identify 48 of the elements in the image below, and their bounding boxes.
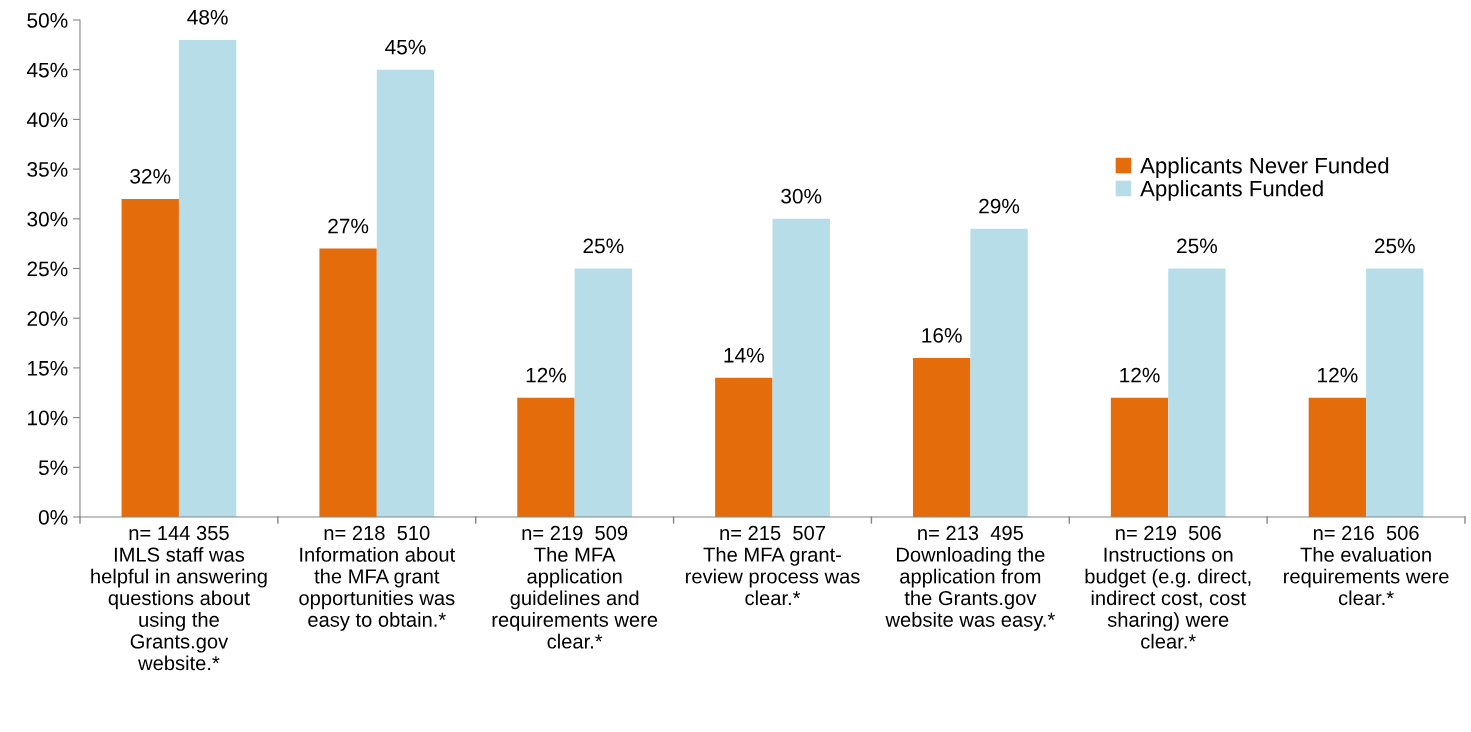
data-label: 25% [583, 238, 624, 254]
bar [376, 69, 435, 517]
y-tick-label: 45% [26, 62, 68, 78]
data-label: 32% [130, 168, 171, 184]
y-tick-label: 25% [27, 261, 68, 277]
bar [1110, 397, 1169, 517]
bar [121, 198, 179, 517]
data-label: 12% [526, 367, 567, 383]
y-tick-label: 0% [38, 510, 68, 525]
y-tick-label: 5% [38, 460, 68, 476]
bar [912, 357, 971, 517]
x-tick-label: n= 213 495 Downloading the application from the Grants.gov website was easy.* [885, 525, 1055, 631]
y-tick-label: 30% [27, 211, 68, 227]
data-label: 29% [979, 198, 1020, 214]
data-label: 27% [328, 218, 369, 234]
data-label: 48% [187, 9, 228, 25]
data-label: 25% [1374, 238, 1415, 254]
bar [319, 248, 377, 517]
x-tick-label: n= 219 506 Instructions on budget (e.g. direct, indirect cost, cost sharing) were clear.* [1085, 525, 1251, 649]
data-label: 30% [781, 188, 822, 204]
y-tick-label: 35% [27, 162, 68, 177]
data-label: 45% [385, 39, 426, 55]
bar [178, 39, 237, 517]
x-tick-label: n= 144 355 IMLS staff was helpful in answering questions about using the Grants.gov website.* [91, 525, 267, 671]
x-tick-label: n= 215 507 The MFA grant- review process was clear.* [685, 525, 860, 606]
bar [715, 377, 773, 517]
y-tick-label: 50% [27, 13, 68, 28]
legend-label: Applicants Never Funded [1140, 157, 1389, 178]
legend-label: Applicants Funded [1140, 180, 1323, 201]
bar [1308, 397, 1367, 517]
data-label: 12% [1318, 367, 1358, 383]
x-tick-label: n= 219 509 The MFA application guidelines and requirements were clear.* [492, 525, 658, 649]
bar [1366, 268, 1424, 517]
bar [970, 228, 1028, 517]
data-label: 14% [724, 347, 764, 363]
y-tick-label: 20% [27, 311, 68, 326]
bar [574, 268, 633, 517]
data-label: 16% [922, 327, 962, 343]
bar [1168, 268, 1226, 517]
x-tick-label: n= 218 510 Information about the MFA grant opportunities was easy to obtain.* [299, 525, 456, 631]
bar [772, 218, 830, 517]
data-label: 12% [1120, 367, 1160, 383]
y-tick-label: 10% [28, 410, 68, 426]
y-tick-label: 40% [26, 112, 68, 128]
data-label: 25% [1177, 238, 1218, 254]
x-tick-label: n= 216 506 The evaluation requirements were clear.* [1284, 525, 1449, 606]
bar [517, 397, 575, 517]
y-tick-label: 15% [28, 360, 68, 376]
